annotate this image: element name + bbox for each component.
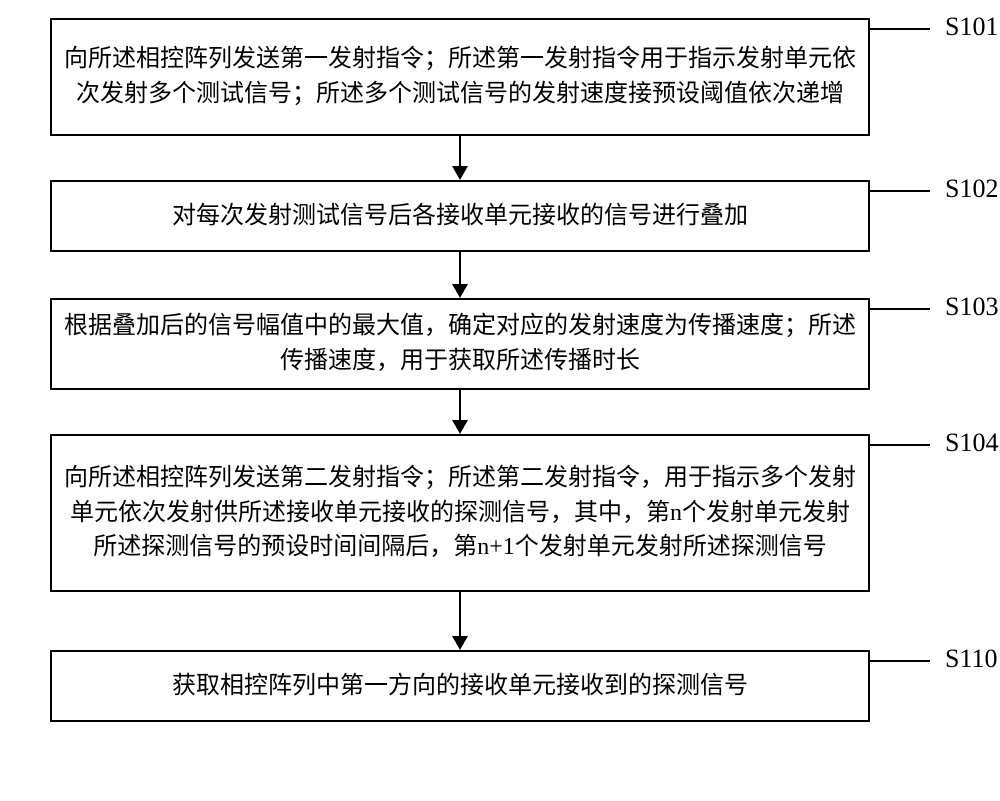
- step-text: 向所述相控阵列发送第一发射指令；所述第一发射指令用于指示发射单元依次发射多个测试…: [62, 42, 858, 112]
- step-label-s102: S102: [945, 174, 998, 204]
- step-label-s101: S101: [945, 12, 998, 42]
- step-text: 对每次发射测试信号后各接收单元接收的信号进行叠加: [172, 199, 748, 234]
- label-leader-s103: [870, 308, 930, 310]
- label-leader-s104: [870, 444, 930, 446]
- step-label-s103: S103: [945, 292, 998, 322]
- step-label-s104: S104: [945, 428, 998, 458]
- label-leader-s110: [870, 660, 930, 662]
- step-box-s101: 向所述相控阵列发送第一发射指令；所述第一发射指令用于指示发射单元依次发射多个测试…: [50, 18, 870, 136]
- step-box-s102: 对每次发射测试信号后各接收单元接收的信号进行叠加: [50, 180, 870, 252]
- flow-arrow: [452, 592, 468, 650]
- flow-arrow: [452, 252, 468, 298]
- step-text: 向所述相控阵列发送第二发射指令；所述第二发射指令，用于指示多个发射单元依次发射供…: [62, 461, 858, 565]
- flow-arrow: [452, 136, 468, 180]
- flow-arrow: [452, 390, 468, 434]
- label-leader-s102: [870, 190, 930, 192]
- step-box-s103: 根据叠加后的信号幅值中的最大值，确定对应的发射速度为传播速度；所述传播速度，用于…: [50, 298, 870, 390]
- step-label-s110: S110: [945, 644, 998, 674]
- label-leader-s101: [870, 28, 930, 30]
- step-text: 获取相控阵列中第一方向的接收单元接收到的探测信号: [172, 669, 748, 704]
- step-text: 根据叠加后的信号幅值中的最大值，确定对应的发射速度为传播速度；所述传播速度，用于…: [62, 309, 858, 379]
- flowchart-canvas: 向所述相控阵列发送第一发射指令；所述第一发射指令用于指示发射单元依次发射多个测试…: [0, 0, 1000, 801]
- step-box-s110: 获取相控阵列中第一方向的接收单元接收到的探测信号: [50, 650, 870, 722]
- step-box-s104: 向所述相控阵列发送第二发射指令；所述第二发射指令，用于指示多个发射单元依次发射供…: [50, 434, 870, 592]
